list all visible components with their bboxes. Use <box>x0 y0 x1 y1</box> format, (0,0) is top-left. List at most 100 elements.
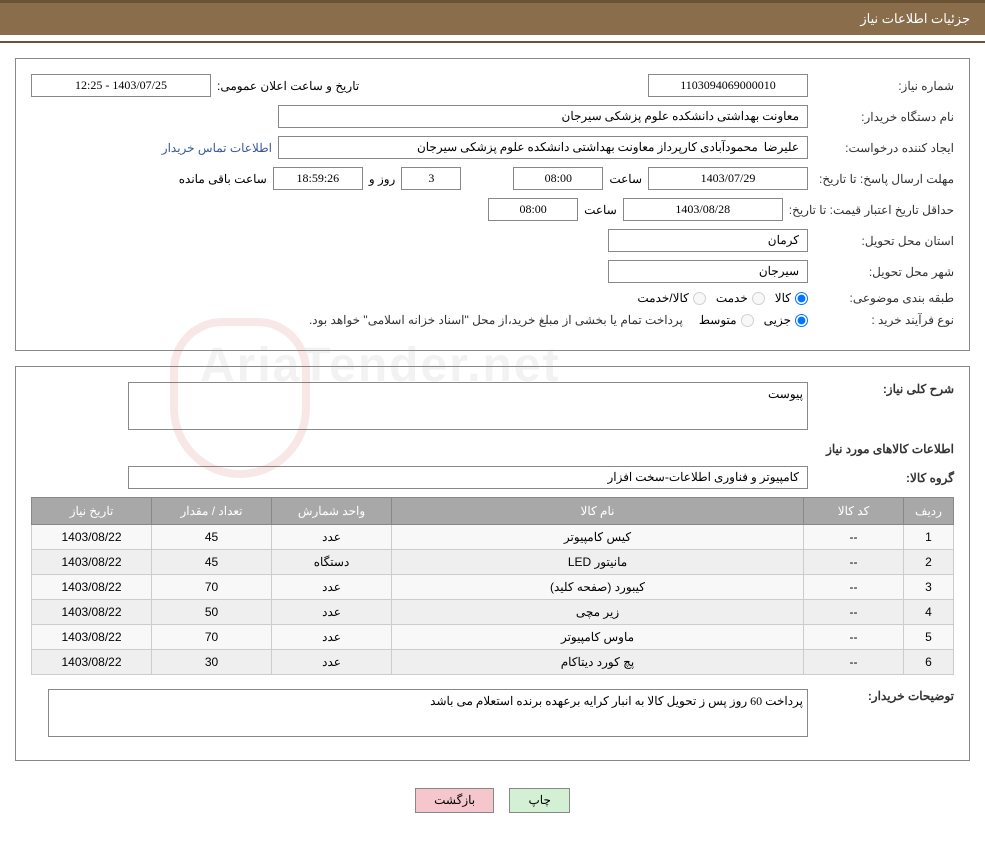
table-cell: عدد <box>272 600 392 625</box>
response-date-input[interactable] <box>648 167 808 190</box>
table-cell: پچ کورد دیتاکام <box>392 650 804 675</box>
table-cell: دستگاه <box>272 550 392 575</box>
radio-partial[interactable] <box>795 314 808 327</box>
table-cell: کیبورد (صفحه کلید) <box>392 575 804 600</box>
table-cell: -- <box>804 525 904 550</box>
table-cell: مانیتور LED <box>392 550 804 575</box>
table-cell: 1403/08/22 <box>32 525 152 550</box>
button-row: چاپ بازگشت <box>0 776 985 825</box>
days-input[interactable] <box>401 167 461 190</box>
buyer-notes-label: توضیحات خریدار: <box>814 689 954 703</box>
radio-partial-label[interactable]: جزیی <box>764 313 808 327</box>
table-cell: -- <box>804 550 904 575</box>
print-button[interactable]: چاپ <box>509 788 569 813</box>
remaining-label: ساعت باقی مانده <box>179 172 267 186</box>
radio-both-label[interactable]: کالا/خدمت <box>637 291 705 305</box>
price-validity-date-input[interactable] <box>623 198 783 221</box>
buyer-notes-textarea[interactable] <box>48 689 808 737</box>
table-cell: عدد <box>272 575 392 600</box>
goods-panel: شرح کلی نیاز: اطلاعات کالاهای مورد نیاز … <box>15 366 970 761</box>
table-cell: 6 <box>904 650 954 675</box>
response-time-input[interactable] <box>513 167 603 190</box>
table-cell: 70 <box>152 575 272 600</box>
days-and-label: روز و <box>369 172 396 186</box>
th-name: نام کالا <box>392 498 804 525</box>
requester-input[interactable] <box>278 136 808 159</box>
response-deadline-label: مهلت ارسال پاسخ: تا تاریخ: <box>814 172 954 186</box>
category-label: طبقه بندی موضوعی: <box>814 291 954 305</box>
buyer-org-input[interactable] <box>278 105 808 128</box>
table-cell: -- <box>804 625 904 650</box>
goods-group-label: گروه کالا: <box>814 471 954 485</box>
radio-both[interactable] <box>693 292 706 305</box>
table-row: 6--پچ کورد دیتاکامعدد301403/08/22 <box>32 650 954 675</box>
table-cell: 2 <box>904 550 954 575</box>
province-input[interactable] <box>608 229 808 252</box>
table-row: 4--زیر مچیعدد501403/08/22 <box>32 600 954 625</box>
radio-goods-label[interactable]: کالا <box>775 291 808 305</box>
table-cell: 1403/08/22 <box>32 625 152 650</box>
contact-link[interactable]: اطلاعات تماس خریدار <box>162 141 272 155</box>
city-input[interactable] <box>608 260 808 283</box>
table-row: 2--مانیتور LEDدستگاه451403/08/22 <box>32 550 954 575</box>
need-number-label: شماره نیاز: <box>814 79 954 93</box>
table-cell: 50 <box>152 600 272 625</box>
table-cell: 3 <box>904 575 954 600</box>
table-row: 5--ماوس کامپیوترعدد701403/08/22 <box>32 625 954 650</box>
radio-medium[interactable] <box>741 314 754 327</box>
table-cell: 45 <box>152 550 272 575</box>
goods-table: ردیف کد کالا نام کالا واحد شمارش تعداد /… <box>31 497 954 675</box>
radio-goods[interactable] <box>795 292 808 305</box>
desc-label: شرح کلی نیاز: <box>814 382 954 396</box>
table-cell: کیس کامپیوتر <box>392 525 804 550</box>
table-cell: عدد <box>272 525 392 550</box>
table-cell: عدد <box>272 650 392 675</box>
table-cell: 30 <box>152 650 272 675</box>
city-label: شهر محل تحویل: <box>814 265 954 279</box>
th-row: ردیف <box>904 498 954 525</box>
details-panel: شماره نیاز: تاریخ و ساعت اعلان عمومی: نا… <box>15 58 970 351</box>
table-cell: عدد <box>272 625 392 650</box>
table-cell: 5 <box>904 625 954 650</box>
page-title: جزئیات اطلاعات نیاز <box>860 11 970 26</box>
announce-date-input[interactable] <box>31 74 211 97</box>
table-cell: 1403/08/22 <box>32 650 152 675</box>
table-cell: 70 <box>152 625 272 650</box>
time-label-2: ساعت <box>584 203 617 217</box>
table-cell: 1 <box>904 525 954 550</box>
goods-group-input[interactable] <box>128 466 808 489</box>
page-header: جزئیات اطلاعات نیاز <box>0 0 985 35</box>
table-cell: 4 <box>904 600 954 625</box>
table-row: 1--کیس کامپیوترعدد451403/08/22 <box>32 525 954 550</box>
th-unit: واحد شمارش <box>272 498 392 525</box>
table-cell: 1403/08/22 <box>32 575 152 600</box>
back-button[interactable]: بازگشت <box>415 788 494 813</box>
th-qty: تعداد / مقدار <box>152 498 272 525</box>
goods-info-title: اطلاعات کالاهای مورد نیاز <box>31 442 954 456</box>
table-row: 3--کیبورد (صفحه کلید)عدد701403/08/22 <box>32 575 954 600</box>
table-cell: 45 <box>152 525 272 550</box>
purchase-type-label: نوع فرآیند خرید : <box>814 313 954 327</box>
requester-label: ایجاد کننده درخواست: <box>814 141 954 155</box>
price-validity-time-input[interactable] <box>488 198 578 221</box>
table-cell: -- <box>804 650 904 675</box>
radio-medium-label[interactable]: متوسط <box>699 313 754 327</box>
buyer-org-label: نام دستگاه خریدار: <box>814 110 954 124</box>
countdown-input[interactable] <box>273 167 363 190</box>
header-divider <box>0 41 985 43</box>
radio-service-label[interactable]: خدمت <box>716 291 765 305</box>
table-cell: 1403/08/22 <box>32 600 152 625</box>
table-cell: -- <box>804 600 904 625</box>
need-number-input[interactable] <box>648 74 808 97</box>
province-label: استان محل تحویل: <box>814 234 954 248</box>
table-cell: ماوس کامپیوتر <box>392 625 804 650</box>
th-date: تاریخ نیاز <box>32 498 152 525</box>
desc-textarea[interactable] <box>128 382 808 430</box>
announce-date-label: تاریخ و ساعت اعلان عمومی: <box>217 79 359 93</box>
table-cell: 1403/08/22 <box>32 550 152 575</box>
time-label-1: ساعت <box>609 172 642 186</box>
table-cell: -- <box>804 575 904 600</box>
radio-service[interactable] <box>752 292 765 305</box>
th-code: کد کالا <box>804 498 904 525</box>
table-cell: زیر مچی <box>392 600 804 625</box>
